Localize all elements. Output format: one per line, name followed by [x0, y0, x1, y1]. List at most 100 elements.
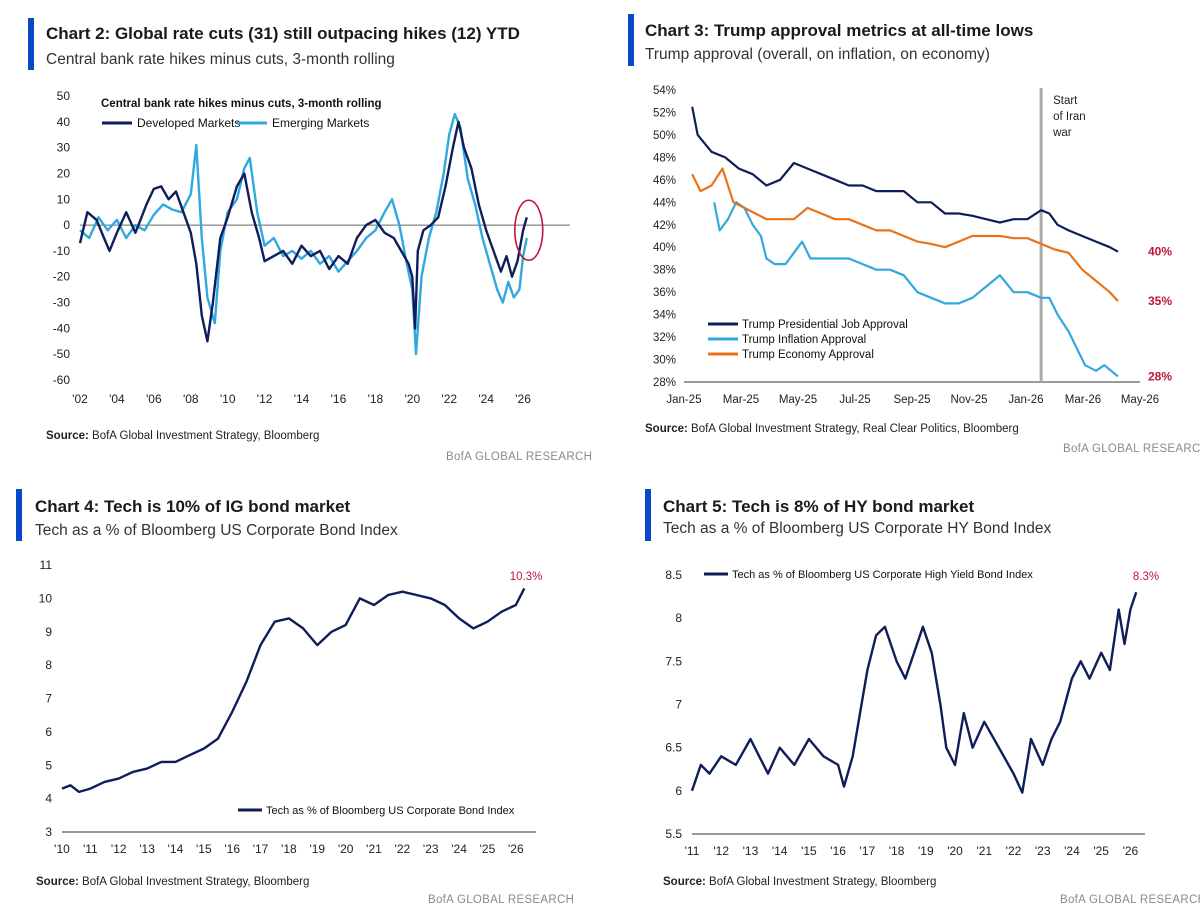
chart-3-y-tick-3: 48% — [653, 152, 676, 164]
chart-5-x-tick-2: '13 — [743, 844, 759, 858]
chart-2-y-tick-1: 40 — [57, 115, 71, 129]
chart-2-x-tick-8: '18 — [368, 392, 384, 406]
chart-4-x-tick-4: '14 — [168, 842, 184, 856]
chart-3-marker-label-1: of Iran — [1053, 111, 1086, 123]
chart-3-end-label-1: 35% — [1148, 294, 1172, 308]
chart-4-accent-bar — [16, 489, 22, 541]
chart-4-legend-label: Tech as % of Bloomberg US Corporate Bond… — [266, 805, 515, 817]
chart-3-source-label: Source: — [645, 423, 688, 435]
chart-5-x-tick-10: '21 — [976, 844, 992, 858]
chart-5-x-tick-6: '17 — [860, 844, 876, 858]
chart-3-y-tick-0: 54% — [653, 85, 676, 97]
chart-5-brand: BofA GLOBAL RESEARCH — [1060, 894, 1200, 906]
chart-4-brand: BofA GLOBAL RESEARCH — [428, 894, 575, 906]
chart-2-legend-developed: Developed Markets — [137, 116, 240, 130]
chart-2-x-tick-0: '02 — [72, 392, 88, 406]
chart-4-x-tick-12: '22 — [395, 842, 411, 856]
chart-5-x-tick-9: '20 — [947, 844, 963, 858]
chart-2-subtitle: Central bank rate hikes minus cuts, 3-mo… — [46, 51, 395, 68]
chart-3-x-tick-4: Sep-25 — [893, 394, 930, 406]
chart-2-y-tick-11: -60 — [53, 373, 71, 387]
chart-5-source-label: Source: — [663, 876, 706, 888]
chart-3-subtitle: Trump approval (overall, on inflation, o… — [645, 46, 990, 63]
chart-2-x-tick-11: '24 — [478, 392, 494, 406]
chart-5-title: Chart 5: Tech is 8% of HY bond market — [663, 497, 975, 516]
chart-2-x-tick-3: '08 — [183, 392, 199, 406]
chart-3-source: Source: BofA Global Investment Strategy,… — [645, 423, 1019, 435]
chart-2-x-tick-4: '10 — [220, 392, 236, 406]
chart-2-source: Source: BofA Global Investment Strategy,… — [46, 430, 319, 442]
chart-5-y-tick-3: 7 — [675, 698, 682, 712]
chart-3-y-tick-6: 42% — [653, 220, 676, 232]
chart-3-series-job — [691, 106, 1119, 253]
chart-4-x-tick-14: '24 — [451, 842, 467, 856]
chart-2-y-tick-8: -30 — [53, 296, 71, 310]
chart-2-source-label: Source: — [46, 430, 89, 442]
chart-3-legend-label-1: Trump Inflation Approval — [742, 334, 866, 346]
chart-4-x-tick-11: '21 — [366, 842, 382, 856]
chart-2-y-tick-4: 10 — [57, 192, 71, 206]
chart-3-x-tick-3: Jul-25 — [839, 394, 870, 406]
chart-3-x-tick-8: May-26 — [1121, 394, 1159, 406]
chart-3-x-tick-1: Mar-25 — [723, 394, 759, 406]
chart-4-x-tick-15: '25 — [480, 842, 496, 856]
chart-3-marker-label-0: Start — [1053, 95, 1078, 107]
chart-5-x-tick-8: '19 — [918, 844, 934, 858]
chart-2-legend-title: Central bank rate hikes minus cuts, 3-mo… — [101, 98, 382, 110]
chart-3-x-tick-6: Jan-26 — [1008, 394, 1043, 406]
chart-5-x-tick-12: '23 — [1035, 844, 1051, 858]
chart-2-highlight-circle — [513, 199, 544, 262]
chart-5-y-tick-1: 8 — [675, 611, 682, 625]
chart-2-x-tick-2: '06 — [146, 392, 162, 406]
chart-4-x-tick-9: '19 — [309, 842, 325, 856]
chart-3-source-text: BofA Global Investment Strategy, Real Cl… — [687, 423, 1019, 435]
chart-3-y-tick-1: 52% — [653, 107, 676, 119]
chart-4-x-tick-6: '16 — [224, 842, 240, 856]
chart-5-y-tick-5: 6 — [675, 784, 682, 798]
chart-2-x-tick-5: '12 — [257, 392, 273, 406]
chart-4-y-tick-3: 8 — [45, 658, 52, 672]
chart-3-x-tick-7: Mar-26 — [1065, 394, 1101, 406]
chart-2-x-tick-7: '16 — [331, 392, 347, 406]
chart-2-series-developed — [78, 120, 528, 343]
chart-4-y-tick-4: 7 — [45, 692, 52, 706]
chart-2-y-tick-7: -20 — [53, 270, 71, 284]
chart-4-x-tick-5: '15 — [196, 842, 212, 856]
chart-4-x-tick-1: '11 — [83, 842, 98, 856]
chart-5-source: Source: BofA Global Investment Strategy,… — [663, 876, 936, 888]
chart-4-plot: 11 10 9 8 7 6 5 4 3'10 '11 '12 '13 '14 '15 '16 '17 '18 '1… — [39, 558, 543, 856]
chart-3-y-tick-4: 46% — [653, 175, 676, 187]
chart-3-plot: 54% 52% 50% 48% 46% 44% 42% 40% 38% 36% 34% 32% 30% 2… — [653, 85, 1172, 406]
chart-2-series-emerging — [79, 112, 528, 356]
chart-2-plot: 50 40 30 20 10 0 -10 -20 -30 -40 -50 -60'02 '04 '06 '0… — [53, 89, 570, 406]
chart-4-end-label: 10.3% — [510, 571, 543, 583]
chart-3-y-tick-12: 30% — [653, 355, 676, 367]
chart-4-y-tick-8: 3 — [45, 825, 52, 839]
chart-5-y-tick-0: 8.5 — [665, 568, 682, 582]
chart-2-accent-bar — [28, 18, 34, 70]
chart-3-end-label-0: 40% — [1148, 245, 1172, 259]
chart-3-y-tick-10: 34% — [653, 310, 676, 322]
chart-2-y-tick-2: 30 — [57, 141, 71, 155]
chart-4-y-tick-5: 6 — [45, 725, 52, 739]
chart-2-brand: BofA GLOBAL RESEARCH — [446, 451, 593, 463]
chart-4-source-label: Source: — [36, 876, 79, 888]
chart-2-y-tick-0: 50 — [57, 89, 71, 103]
chart-5-x-tick-14: '25 — [1093, 844, 1109, 858]
chart-2-y-tick-10: -50 — [53, 347, 71, 361]
chart-5-legend-label: Tech as % of Bloomberg US Corporate High… — [732, 569, 1033, 581]
chart-5-x-tick-0: '11 — [685, 844, 700, 858]
chart-3-y-tick-9: 36% — [653, 287, 676, 299]
chart-2-y-tick-5: 0 — [63, 218, 70, 232]
chart-2-x-tick-12: '26 — [515, 392, 531, 406]
chart-5-x-tick-3: '14 — [772, 844, 788, 858]
chart-2-y-tick-9: -40 — [53, 321, 71, 335]
chart-5-y-tick-2: 7.5 — [665, 654, 682, 668]
chart-3-y-tick-11: 32% — [653, 332, 676, 344]
chart-3-accent-bar — [628, 14, 634, 66]
chart-4-x-tick-0: '10 — [54, 842, 70, 856]
chart-5-y-tick-6: 5.5 — [665, 827, 682, 841]
chart-5-x-tick-4: '15 — [801, 844, 817, 858]
chart-4-x-tick-13: '23 — [423, 842, 439, 856]
chart-2-title: Chart 2: Global rate cuts (31) still out… — [46, 24, 520, 43]
